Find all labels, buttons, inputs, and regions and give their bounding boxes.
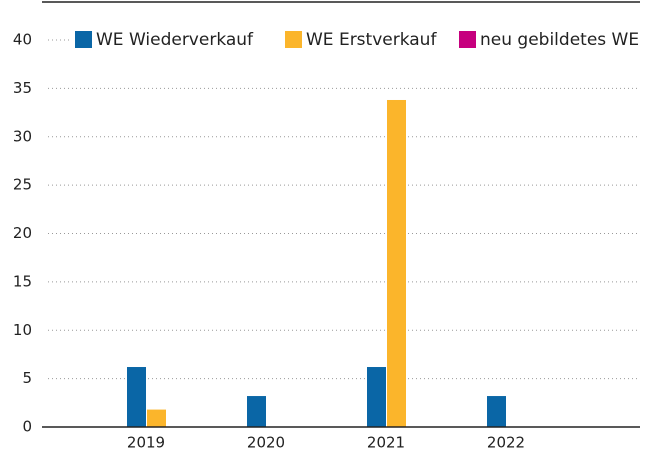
x-tick-label: 2019 [127, 434, 165, 451]
bar [387, 99, 406, 428]
bar [147, 409, 166, 427]
bar [247, 396, 266, 427]
y-tick-label: 40 [13, 31, 32, 49]
y-tick-label: 15 [13, 272, 32, 290]
bar [127, 367, 146, 427]
legend-label: WE Wiederverkauf [96, 30, 254, 50]
bar [487, 396, 506, 427]
y-tick-label: 35 [13, 79, 32, 97]
bar [367, 367, 386, 427]
y-tick-label: 5 [22, 369, 32, 387]
x-tick-label: 2021 [367, 434, 405, 451]
y-tick-label: 0 [22, 418, 32, 436]
x-tick-label: 2022 [487, 434, 525, 451]
y-tick-label: 30 [13, 127, 32, 145]
legend-swatch [285, 31, 302, 48]
y-tick-label: 10 [13, 321, 32, 339]
x-tick-label: 2020 [247, 434, 285, 451]
y-tick-label: 20 [13, 224, 32, 242]
legend-label: neu gebildetes WE [480, 30, 639, 50]
legend-label: WE Erstverkauf [306, 30, 437, 50]
legend-background [70, 27, 640, 53]
y-tick-label: 25 [13, 176, 32, 194]
legend-swatch [459, 31, 476, 48]
legend-swatch [75, 31, 92, 48]
